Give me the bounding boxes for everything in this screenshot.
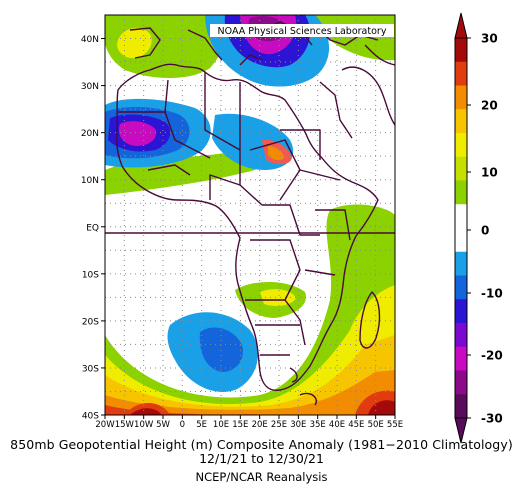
colorbar-cell bbox=[455, 370, 467, 395]
lat-label: 30N bbox=[81, 82, 99, 92]
lat-label: 10N bbox=[81, 176, 99, 186]
lon-label: 40E bbox=[329, 420, 345, 430]
colorbar-tick-label: -30 bbox=[481, 412, 503, 426]
lat-label: EQ bbox=[86, 223, 99, 233]
lon-label: 45E bbox=[348, 420, 364, 430]
coastlines-and-borders bbox=[116, 21, 395, 406]
colorbar-cell bbox=[455, 346, 467, 371]
colorbar-cell bbox=[455, 109, 467, 134]
colorbar-tick-label: -20 bbox=[481, 349, 503, 363]
colorbar-cell bbox=[455, 156, 467, 181]
plot-frame bbox=[104, 14, 396, 416]
colorbar-tick-label: 10 bbox=[481, 166, 498, 180]
colorbar-top-arrow bbox=[454, 12, 468, 39]
credit-box bbox=[210, 24, 394, 37]
colorbar-cell bbox=[455, 133, 467, 158]
colorbar-cell bbox=[455, 323, 467, 348]
lon-label: 10W bbox=[134, 420, 154, 430]
colorbar-cell bbox=[455, 61, 467, 86]
lon-label: 20E bbox=[252, 420, 268, 430]
colorbar: 30 20 10 0 -10 -20 -30 bbox=[454, 12, 503, 444]
caption-source: NCEP/NCAR Reanalysis bbox=[195, 470, 328, 484]
map-plot-area: NOAA Physical Sciences Laboratory 40N 30N… bbox=[81, 14, 403, 430]
colorbar-cell bbox=[455, 394, 467, 419]
lon-label: 20W bbox=[95, 420, 115, 430]
colorbar-cell bbox=[455, 251, 467, 276]
lat-label: 40N bbox=[81, 35, 99, 45]
colorbar-cell bbox=[455, 180, 467, 205]
colorbar-tick-label: 30 bbox=[481, 32, 498, 46]
caption-dates: 12/1/21 to 12/30/21 bbox=[199, 451, 324, 466]
colorbar-tick-label: -10 bbox=[481, 287, 503, 301]
lon-label: 30E bbox=[290, 420, 306, 430]
colorbar-cell bbox=[455, 85, 467, 110]
lat-label: 40S bbox=[82, 412, 99, 422]
colorbar-cell bbox=[455, 299, 467, 324]
lon-label: 15E bbox=[232, 420, 248, 430]
lon-label: 55E bbox=[387, 420, 403, 430]
colorbar-tick-label: 0 bbox=[481, 224, 489, 238]
lon-label: 35E bbox=[310, 420, 326, 430]
caption-title: 850mb Geopotential Height (m) Composite … bbox=[10, 437, 513, 452]
colorbar-cell bbox=[455, 275, 467, 300]
colorbar-cell bbox=[455, 38, 467, 63]
colorbar-cells bbox=[455, 38, 467, 419]
lon-label: 5W bbox=[156, 420, 170, 430]
lon-label: 5E bbox=[196, 420, 207, 430]
colorbar-cell bbox=[455, 204, 467, 229]
latitude-labels: 40N 30N 20N 10N EQ 10S 20S 30S 40S bbox=[81, 35, 105, 422]
lon-label: 0 bbox=[180, 420, 185, 430]
lat-lon-grid bbox=[105, 15, 395, 415]
colorbar-frame bbox=[454, 37, 468, 419]
colorbar-ticks: 30 20 10 0 -10 -20 -30 bbox=[467, 32, 503, 426]
lon-label: 50E bbox=[368, 420, 384, 430]
lon-label: 15W bbox=[115, 420, 135, 430]
lon-label: 25E bbox=[271, 420, 287, 430]
colorbar-tick-label: 20 bbox=[481, 99, 498, 113]
lat-label: 10S bbox=[82, 270, 99, 280]
lon-label: 10E bbox=[213, 420, 229, 430]
credit-label: NOAA Physical Sciences Laboratory bbox=[218, 26, 387, 37]
colorbar-cell bbox=[455, 228, 467, 253]
lat-label: 20N bbox=[81, 129, 99, 139]
longitude-labels: 20W 15W 10W 5W 0 5E 10E 15E 20E 25E 30E 35E 40E 45E 50… bbox=[95, 415, 403, 430]
lat-label: 30S bbox=[82, 364, 99, 374]
lat-label: 20S bbox=[82, 317, 99, 327]
